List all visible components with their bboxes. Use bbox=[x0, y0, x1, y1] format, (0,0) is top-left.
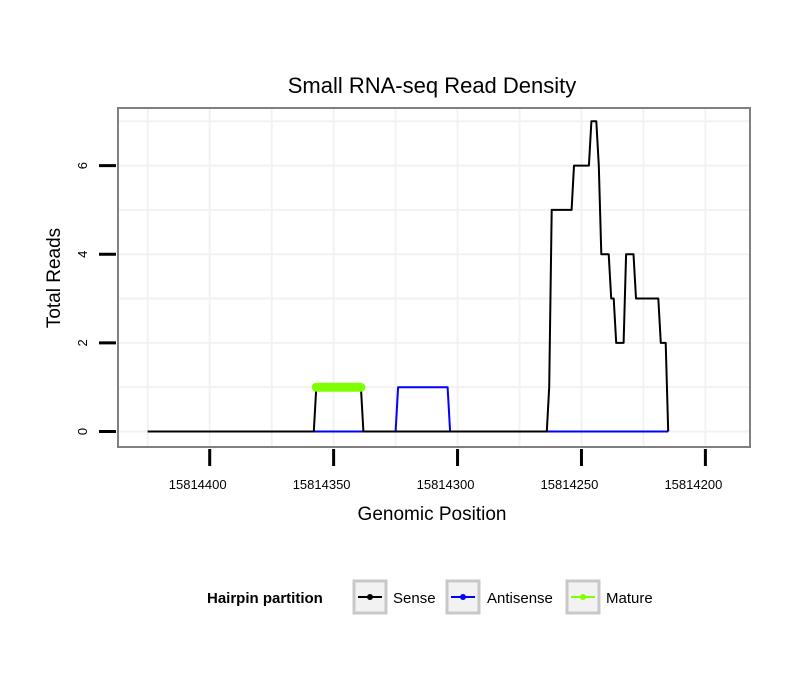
x-axis: 15814400 15814350 15814300 15814250 15814200 bbox=[169, 449, 722, 492]
legend-label: Sense bbox=[393, 590, 436, 607]
plot-panel-border bbox=[117, 107, 751, 448]
x-tick-label: 15814200 bbox=[664, 477, 722, 492]
y-tick-label: 2 bbox=[75, 339, 90, 346]
legend-key-dot bbox=[367, 594, 373, 600]
legend-key-dot bbox=[460, 594, 466, 600]
x-tick-label: 15814300 bbox=[417, 477, 475, 492]
legend-label: Antisense bbox=[487, 590, 553, 607]
chart-title: Small RNA-seq Read Density bbox=[288, 73, 577, 98]
x-tick-label: 15814250 bbox=[541, 477, 599, 492]
y-tick-label: 6 bbox=[75, 162, 90, 169]
legend-title: Hairpin partition bbox=[207, 590, 323, 607]
y-tick-label: 0 bbox=[75, 428, 90, 435]
x-tick-label: 15814350 bbox=[293, 477, 351, 492]
series-line-antisense bbox=[147, 386, 669, 433]
legend-key-dot bbox=[580, 594, 586, 600]
series-layer bbox=[147, 120, 670, 433]
y-tick-label: 4 bbox=[75, 251, 90, 258]
x-tick-label: 15814400 bbox=[169, 477, 227, 492]
grid bbox=[118, 108, 750, 447]
x-axis-title: Genomic Position bbox=[358, 504, 507, 525]
series-line-sense bbox=[147, 120, 670, 433]
legend-label: Mature bbox=[606, 590, 653, 607]
y-axis: 0 2 4 6 bbox=[75, 162, 116, 435]
y-axis-title: Total Reads bbox=[44, 228, 65, 328]
legend: Hairpin partition Sense Antisense Mature bbox=[207, 579, 653, 615]
